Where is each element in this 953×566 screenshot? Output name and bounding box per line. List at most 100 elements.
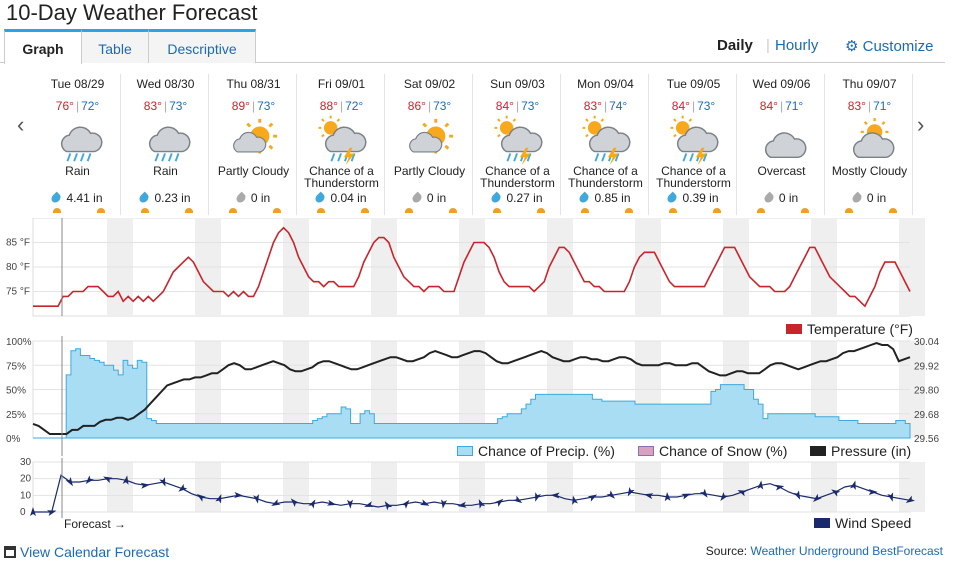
raindrop-icon (666, 191, 679, 205)
source-link[interactable]: Weather Underground BestForecast (750, 544, 943, 558)
day-temps: 83° | 71° (827, 99, 912, 113)
day-column[interactable]: Mon 09/04 83° | 74° Chance of a Thunderstorm… (563, 74, 649, 215)
raindrop-icon (234, 191, 248, 205)
y-tick-label: 0 (20, 507, 26, 518)
precip-value: 0 in (866, 191, 887, 205)
precip-value: 0.04 in (330, 191, 367, 205)
day-date: Thu 09/07 (842, 77, 897, 91)
day-column[interactable]: Wed 09/06 84° | 71° Overcast 0 in (739, 74, 825, 215)
wind-direction-icon (122, 475, 129, 485)
day-temps: 84° | 71° (739, 99, 824, 113)
thunderstorm-icon (494, 115, 542, 165)
day-column[interactable]: Sat 09/02 86° | 73° Partly Cloudy 0 in (387, 74, 473, 215)
day-column[interactable]: Fri 09/01 88° | 72° Chance of a Thunderstorm… (299, 74, 385, 215)
y-tick-label-left: 50% (6, 386, 26, 397)
day-date: Sun 09/03 (490, 77, 545, 91)
sunset-icon (361, 208, 369, 213)
wind-chart: 30 20 10 0 (20, 458, 925, 518)
tab-table[interactable]: Table (82, 29, 149, 63)
day-column[interactable]: Tue 09/05 84° | 73° Chance of a Thunderstorm… (651, 74, 737, 215)
sunset-icon (449, 208, 457, 213)
customize-button[interactable]: ⚙ Customize (845, 37, 933, 55)
day-column[interactable]: Wed 08/30 83° | 73° Rain 0.23 in (123, 74, 209, 215)
wind-direction-icon (140, 482, 150, 489)
tab-descriptive[interactable]: Descriptive (149, 29, 256, 63)
raindrop-icon (762, 191, 776, 205)
day-column[interactable]: Sun 09/03 84° | 73° Chance of a Thunderstorm… (475, 74, 561, 215)
y-tick-label-right: 29.92 (914, 361, 939, 372)
wind-direction-icon (215, 494, 222, 504)
y-tick-label-right: 29.80 (914, 386, 939, 397)
wind-direction-icon (494, 498, 504, 507)
temp-divider: | (163, 99, 168, 113)
precip-amount: 0 in (739, 191, 824, 205)
night-band (371, 462, 397, 512)
pressure-swatch (810, 446, 826, 456)
sunset-icon (185, 208, 193, 213)
wind-direction-icon (774, 484, 785, 491)
wind-direction-icon (253, 494, 260, 504)
day-date: Mon 09/04 (577, 77, 634, 91)
wind-direction-icon (178, 483, 188, 492)
wind-direction-icon (720, 492, 729, 501)
next-arrow-icon[interactable]: › (917, 112, 925, 137)
high-temp: 89° (231, 99, 250, 113)
high-temp: 83° (143, 99, 162, 113)
low-temp: 72° (81, 99, 100, 113)
raindrop-icon (50, 191, 63, 205)
hourly-toggle[interactable]: Hourly (775, 37, 819, 54)
condition-text: Mostly Cloudy (831, 164, 908, 178)
precip-value: 0.39 in (682, 191, 719, 205)
precip-amount: 0.85 in (563, 191, 648, 205)
wind-direction-icon (868, 489, 878, 495)
tab-graph[interactable]: Graph (4, 29, 82, 64)
wind-direction-icon (550, 492, 560, 499)
pressure-legend-label: Pressure (in) (831, 443, 912, 459)
y-tick-label-left: 0% (6, 434, 21, 445)
precip-value: 0 in (250, 191, 271, 205)
sunset-icon (625, 208, 633, 213)
pressure-line (32, 341, 911, 435)
precip-amount: 4.41 in (35, 191, 120, 205)
precip-amount: 0.27 in (475, 191, 560, 205)
raindrop-icon (490, 191, 503, 205)
wind-direction-icon (103, 476, 113, 484)
condition-text: Chance of a Thunderstorm (480, 164, 555, 190)
y-tick-label-left: 75% (6, 361, 26, 372)
condition-text: Partly Cloudy (393, 164, 466, 178)
daily-toggle[interactable]: Daily (717, 37, 753, 54)
raindrop-icon (850, 191, 864, 205)
wind-direction-icon (478, 499, 486, 509)
temp-divider: | (75, 99, 80, 113)
condition-text: Overcast (757, 164, 806, 178)
precip-swatch (457, 446, 473, 456)
y-tick-label-left: 100% (6, 337, 32, 348)
day-column[interactable]: Thu 09/07 83° | 71° Mostly Cloudy 0 in (827, 74, 913, 215)
raindrop-icon (410, 191, 424, 205)
thunderstorm-icon (582, 115, 630, 165)
low-temp: 74° (609, 99, 628, 113)
calendar-forecast-link[interactable]: View Calendar Forecast (4, 544, 169, 560)
wind-legend-label: Wind Speed (835, 515, 912, 531)
night-band (195, 462, 221, 512)
condition-text: Rain (153, 164, 178, 178)
wind-direction-icon (643, 493, 654, 500)
raindrop-icon (138, 191, 151, 205)
day-column[interactable]: Thu 08/31 89° | 73° Partly Cloudy 0 in (211, 74, 297, 215)
partly-cloudy-icon (408, 118, 453, 154)
condition-text: Chance of a Thunderstorm (304, 164, 379, 190)
day-date: Sat 09/02 (403, 77, 456, 91)
condition-text: Chance of a Thunderstorm (568, 164, 643, 190)
day-date: Tue 08/29 (50, 77, 105, 91)
day-column[interactable]: Tue 08/29 76° | 72° Rain 4.41 in (35, 74, 121, 215)
sunrise-icon (669, 208, 677, 213)
forecast-marker-label: Forecast → (64, 517, 127, 531)
prev-arrow-icon[interactable]: ‹ (17, 112, 25, 137)
sunset-icon (889, 208, 897, 213)
sunset-icon (801, 208, 809, 213)
wind-direction-icon (757, 480, 764, 490)
precip-value: 0.85 in (594, 191, 631, 205)
snow-legend: Chance of Snow (%) (638, 443, 787, 459)
low-temp: 71° (785, 99, 804, 113)
day-temps: 83° | 74° (563, 99, 648, 113)
